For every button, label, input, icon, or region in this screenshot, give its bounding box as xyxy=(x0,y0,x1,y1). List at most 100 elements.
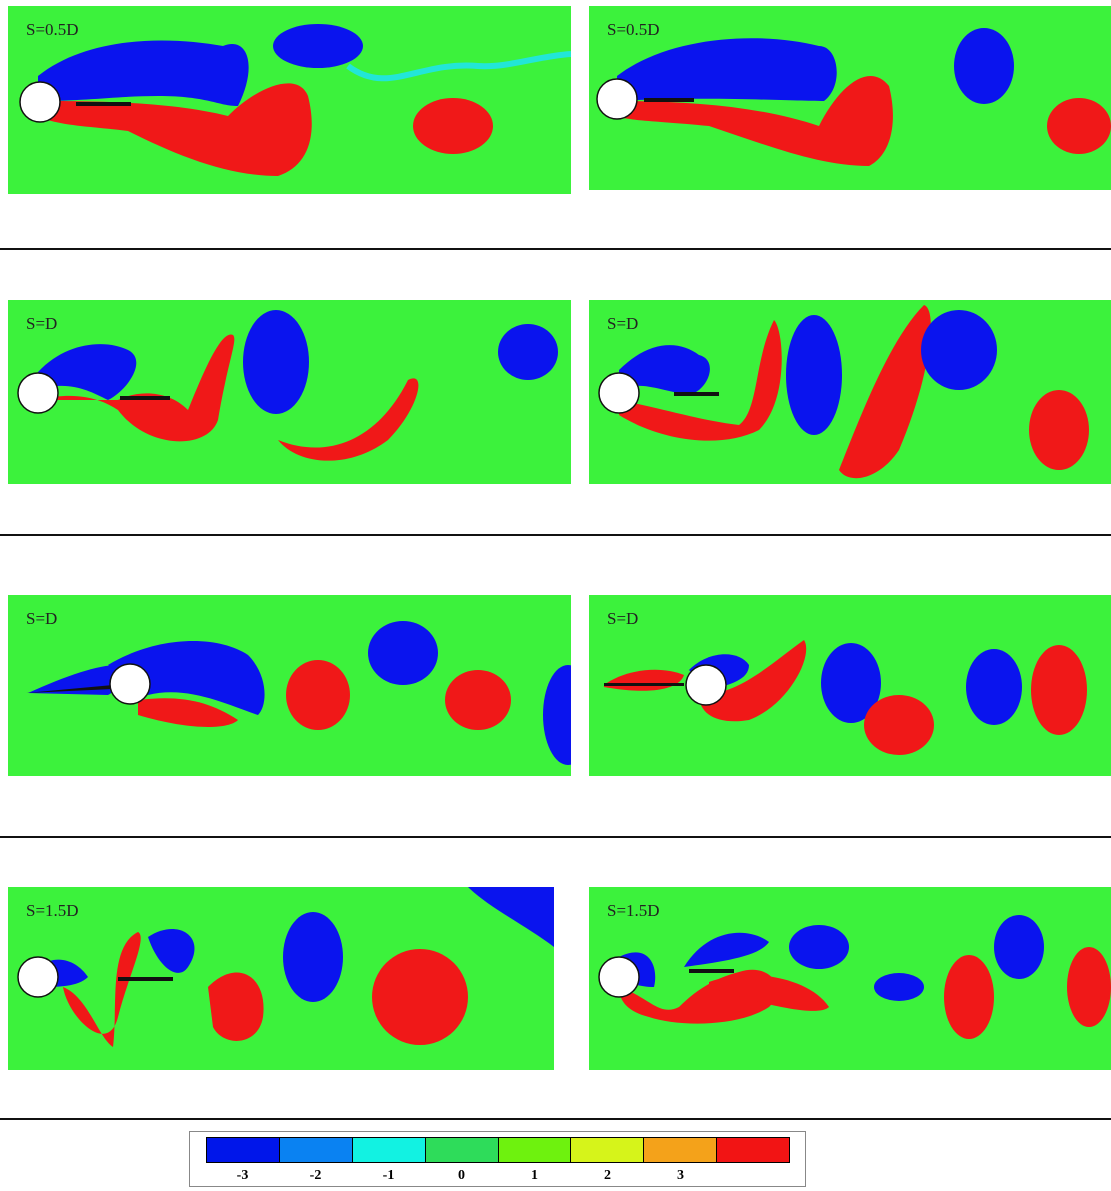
colorbar-tick-label: 2 xyxy=(604,1168,611,1183)
vorticity-panel-6: S=D xyxy=(589,595,1111,776)
colorbar-segment xyxy=(425,1138,499,1162)
vorticity-panel-7: S=1.5D xyxy=(8,887,554,1070)
panel-label-2: S=0.5D xyxy=(607,20,660,39)
secondary-vortex-negative xyxy=(684,932,769,967)
far-wake-vortex-positive xyxy=(1029,390,1089,470)
colorbar-segment xyxy=(717,1138,789,1162)
shed-vortex-negative xyxy=(786,315,842,435)
vorticity-field-4 xyxy=(598,305,1089,479)
shed-vortex-negative xyxy=(273,24,363,68)
colorbar-gradient xyxy=(206,1137,790,1163)
colorbar-tick-label: 0 xyxy=(458,1168,465,1183)
shed-vortex-positive xyxy=(944,955,994,1039)
vorticity-panel-2: S=0.5D xyxy=(589,6,1111,190)
colorbar-segment xyxy=(207,1138,280,1162)
panel-label-8: S=1.5D xyxy=(607,901,660,920)
splitter-plate xyxy=(26,685,113,693)
colorbar-segment xyxy=(644,1138,718,1162)
vorticity-field-8 xyxy=(598,915,1111,1039)
vorticity-panel-1: S=0.5D xyxy=(8,6,571,194)
far-wake-vortex-negative xyxy=(921,310,997,390)
colorbar-legend: -3 -2 -1 0 1 2 3 xyxy=(189,1131,806,1187)
upper-shear-layer xyxy=(38,344,137,400)
vorticity-field-1 xyxy=(19,24,571,176)
secondary-vortex-positive xyxy=(208,972,264,1041)
splitter-plate xyxy=(604,683,684,686)
cylinder xyxy=(109,663,151,705)
secondary-vortex-negative xyxy=(148,928,195,973)
vorticity-panel-3: S=D xyxy=(8,300,571,484)
splitter-plate xyxy=(644,98,694,102)
cylinder xyxy=(598,956,640,998)
vorticity-field-2 xyxy=(596,28,1111,166)
colorbar-segment xyxy=(498,1138,572,1162)
vorticity-panel-5: S=D xyxy=(8,595,571,776)
secondary-vortex-positive xyxy=(709,975,829,1011)
colorbar-tick-label: -2 xyxy=(309,1168,322,1183)
far-wake-vortex-negative xyxy=(966,649,1022,725)
shed-vortex-positive xyxy=(839,305,931,479)
shed-vortex-negative xyxy=(954,28,1014,104)
shed-vortex-positive xyxy=(372,949,468,1045)
lower-shear-layer xyxy=(699,640,807,722)
shed-vortex-negative-2 xyxy=(874,973,924,1001)
cylinder xyxy=(685,664,727,706)
cylinder xyxy=(598,372,640,414)
separator-line-3 xyxy=(0,836,1111,838)
colorbar-tick-label: 3 xyxy=(677,1168,684,1183)
panel-label-3: S=D xyxy=(26,314,58,333)
upstream-splitter-wake xyxy=(604,669,684,691)
colorbar-segment xyxy=(571,1138,645,1162)
lower-shear-layer xyxy=(619,320,782,441)
upper-shear-layer xyxy=(619,345,710,395)
panel-label-6: S=D xyxy=(607,609,639,628)
colorbar-tick-label: -3 xyxy=(236,1168,249,1183)
cyan-wake-streak xyxy=(346,51,571,82)
far-wake-vortex-negative xyxy=(468,887,554,947)
shed-vortex-negative xyxy=(243,310,309,414)
shed-vortex-positive xyxy=(278,378,419,461)
panel-label-5: S=D xyxy=(26,609,58,628)
separator-line-4 xyxy=(0,1118,1111,1120)
upper-shear-layer xyxy=(108,641,265,715)
shed-vortex-negative-1 xyxy=(789,925,849,969)
splitter-plate xyxy=(674,392,719,396)
separator-line-1 xyxy=(0,248,1111,250)
cylinder xyxy=(19,81,61,123)
shed-vortex-negative xyxy=(821,643,881,723)
colorbar-segment xyxy=(279,1138,353,1162)
far-wake-vortex-positive xyxy=(1067,947,1111,1027)
upper-shear-layer xyxy=(38,40,249,107)
lower-shear-layer xyxy=(617,75,893,166)
cylinder xyxy=(17,372,59,414)
splitter-plate xyxy=(120,396,170,400)
upper-shear-layer xyxy=(617,38,837,101)
lower-shear-layer xyxy=(38,83,312,176)
colorbar-tick-label: -1 xyxy=(382,1168,395,1183)
shed-vortex-positive xyxy=(286,660,350,730)
lower-shear-layer xyxy=(138,698,238,727)
far-wake-vortex-negative xyxy=(498,324,558,380)
shed-vortex-positive xyxy=(1047,98,1111,154)
far-wake-vortex-positive xyxy=(1031,645,1087,735)
far-wake-vortex-negative xyxy=(543,665,571,765)
lower-shear-layer xyxy=(63,932,141,1047)
vorticity-field-7 xyxy=(17,887,554,1047)
far-wake-vortex-negative xyxy=(994,915,1044,979)
vorticity-panel-4: S=D xyxy=(589,300,1111,484)
cylinder xyxy=(17,956,59,998)
shed-vortex-positive xyxy=(413,98,493,154)
splitter-plate xyxy=(118,977,173,981)
vorticity-field-5 xyxy=(26,621,571,765)
far-wake-vortex-positive xyxy=(445,670,511,730)
shed-vortex-positive xyxy=(864,695,934,755)
splitter-plate xyxy=(76,102,131,106)
vorticity-panel-8: S=1.5D xyxy=(589,887,1111,1070)
shed-vortex-negative xyxy=(368,621,438,685)
vorticity-field-6 xyxy=(604,640,1087,755)
colorbar-segment xyxy=(352,1138,426,1162)
panel-label-7: S=1.5D xyxy=(26,901,79,920)
vorticity-field-3 xyxy=(17,310,558,461)
lower-shear-layer xyxy=(38,334,235,442)
shed-vortex-negative xyxy=(283,912,343,1002)
